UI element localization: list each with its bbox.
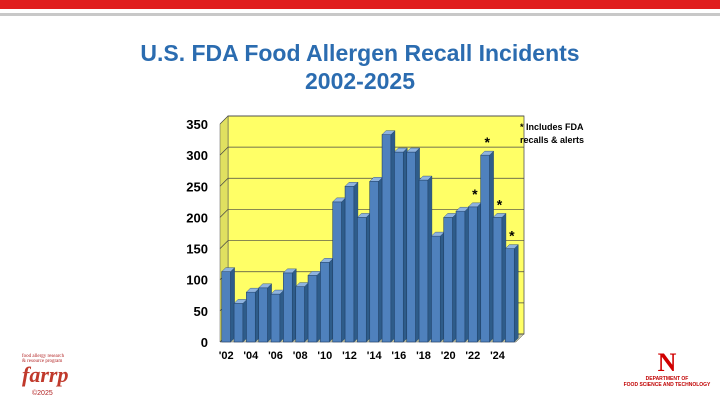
y-tick-label: 100: [186, 273, 208, 288]
copyright: ©2025: [32, 390, 53, 397]
slide-title: U.S. FDA Food Allergen Recall Incidents: [140, 40, 580, 66]
bar: [357, 217, 367, 343]
bar: [394, 151, 404, 343]
x-tick-label: '24: [490, 350, 506, 362]
bar: [270, 293, 281, 343]
farrp-wordmark: farrp: [22, 362, 69, 387]
bar: [443, 217, 453, 343]
bar: [221, 271, 231, 343]
bar-side: [514, 244, 519, 343]
bar: [468, 206, 478, 343]
footnote-line-2: recalls & alerts: [520, 135, 585, 145]
y-tick-label: 350: [186, 117, 208, 132]
bar: [344, 185, 355, 343]
top-red-stripe: [0, 0, 720, 9]
bar-top: [504, 244, 519, 249]
bar-asterisk: *: [472, 186, 478, 202]
x-tick-label: '08: [293, 350, 308, 362]
bar: [307, 275, 318, 343]
unl-n-icon: N: [657, 348, 677, 377]
y-tick-label: 250: [186, 179, 208, 194]
bar-top: [381, 130, 396, 135]
bar: [381, 134, 392, 343]
bar-top: [282, 268, 297, 274]
y-tick-label: 0: [201, 335, 208, 350]
bar-asterisk: *: [484, 134, 490, 150]
bar: [455, 210, 466, 343]
gridline-side: [219, 240, 229, 249]
bar: [258, 287, 268, 343]
bar: [295, 286, 305, 343]
y-tick-label: 300: [186, 148, 208, 163]
bar-top: [344, 182, 359, 187]
x-tick-label: '04: [243, 350, 259, 362]
bar: [431, 235, 441, 343]
bar-top: [221, 267, 236, 272]
unl-logo: N DEPARTMENT OF FOOD SCIENCE AND TECHNOL…: [622, 348, 712, 389]
dept-line-1: DEPARTMENT OF: [645, 376, 689, 382]
chart-footnote: * Includes FDA recalls & alerts: [520, 121, 630, 147]
bar-asterisk: *: [509, 228, 515, 244]
gridline-side: [219, 209, 229, 218]
top-grey-stripe: [0, 13, 720, 16]
bar: [406, 151, 416, 343]
bar-top: [480, 150, 495, 156]
bar-top: [492, 213, 507, 218]
bar-asterisk: *: [497, 196, 503, 212]
bar: [283, 272, 293, 343]
bar-top: [258, 283, 273, 289]
bar: [492, 217, 503, 343]
x-tick-label: '12: [342, 350, 357, 362]
bar: [505, 248, 515, 343]
gridline-side: [219, 115, 229, 125]
bar: [332, 201, 342, 343]
x-tick-label: '16: [391, 350, 406, 362]
x-tick-label: '20: [441, 350, 456, 362]
x-tick-label: '02: [219, 350, 234, 362]
farrp-tagline-2: & resource program: [22, 359, 63, 364]
bar: [246, 291, 256, 343]
x-tick-label: '14: [367, 350, 383, 362]
x-tick-label: '18: [416, 350, 431, 362]
farrp-logo: food allergy research & resource program…: [22, 354, 102, 398]
bar-top: [418, 175, 433, 181]
y-tick-label: 150: [186, 242, 208, 257]
x-tick-label: '22: [465, 350, 480, 362]
bar: [418, 179, 429, 343]
x-tick-label: '06: [268, 350, 283, 362]
gridline-side: [219, 146, 229, 156]
bar: [480, 154, 490, 343]
bar: [233, 303, 244, 343]
bar-top: [406, 147, 421, 153]
bar-top: [393, 147, 408, 153]
dept-line-2: FOOD SCIENCE AND TECHNOLOGY: [623, 382, 711, 388]
bar: [320, 261, 330, 343]
bar: [369, 181, 379, 343]
y-tick-label: 50: [194, 304, 208, 319]
slide-subtitle: 2002-2025: [305, 68, 415, 94]
footnote-line-1: * Includes FDA: [520, 122, 584, 132]
gridline-side: [219, 178, 229, 187]
farrp-tagline-1: food allergy research: [22, 354, 65, 359]
x-tick-label: '10: [317, 350, 332, 362]
y-tick-label: 200: [186, 210, 208, 225]
